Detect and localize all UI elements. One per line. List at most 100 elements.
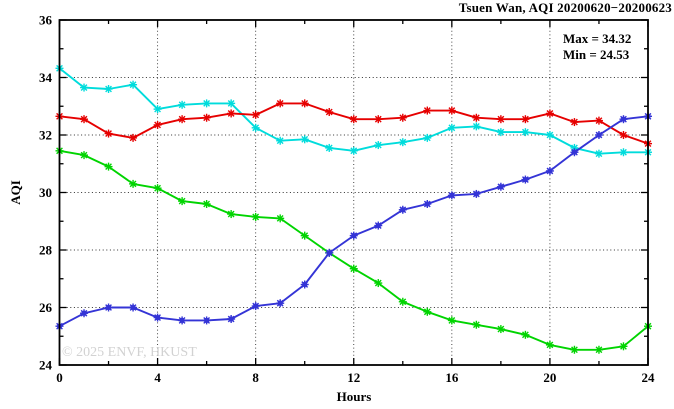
- data-point-marker: [398, 113, 407, 122]
- data-point-marker: [496, 182, 505, 191]
- data-point-marker: [472, 189, 481, 198]
- data-point-marker: [619, 148, 628, 157]
- x-tick-label: 20: [543, 370, 556, 385]
- data-point-marker: [251, 123, 260, 132]
- data-point-marker: [202, 99, 211, 108]
- data-point-marker: [153, 120, 162, 129]
- data-point-marker: [276, 299, 285, 308]
- data-point-marker: [227, 99, 236, 108]
- data-point-marker: [202, 113, 211, 122]
- data-point-marker: [129, 179, 138, 188]
- data-point-marker: [153, 313, 162, 322]
- data-point-marker: [496, 325, 505, 334]
- data-point-marker: [545, 131, 554, 139]
- data-point-marker: [521, 330, 530, 339]
- data-point-marker: [594, 131, 603, 139]
- min-annotation: Min = 24.53: [563, 47, 630, 62]
- data-point-marker: [423, 307, 432, 316]
- data-point-marker: [104, 303, 113, 312]
- data-point-marker: [276, 136, 285, 145]
- data-point-marker: [545, 166, 554, 175]
- y-tick-label: 28: [39, 243, 53, 258]
- data-point-marker: [570, 345, 579, 354]
- data-point-marker: [325, 108, 334, 116]
- data-point-marker: [447, 191, 456, 200]
- data-point-marker: [276, 214, 285, 223]
- data-point-marker: [129, 80, 138, 89]
- data-point-marker: [594, 345, 603, 354]
- x-tick-label: 24: [642, 370, 656, 385]
- data-point-marker: [545, 340, 554, 349]
- data-point-marker: [251, 302, 260, 311]
- data-point-marker: [594, 149, 603, 158]
- x-axis-title: Hours: [337, 389, 372, 404]
- data-point-marker: [447, 106, 456, 115]
- data-point-marker: [227, 210, 236, 219]
- data-point-marker: [227, 109, 236, 118]
- data-point-marker: [227, 315, 236, 323]
- max-annotation: Max = 34.32: [563, 31, 631, 46]
- data-point-marker: [104, 162, 113, 171]
- data-point-marker: [619, 131, 628, 139]
- data-point-marker: [374, 141, 383, 150]
- data-point-marker: [423, 133, 432, 142]
- x-tick-label: 0: [56, 370, 63, 385]
- data-point-marker: [472, 122, 481, 131]
- data-point-marker: [153, 184, 162, 193]
- data-point-marker: [423, 200, 432, 208]
- data-point-marker: [300, 280, 309, 289]
- x-tick-label: 16: [445, 370, 459, 385]
- y-tick-label: 26: [39, 300, 53, 315]
- data-point-marker: [447, 316, 456, 325]
- data-point-marker: [521, 115, 530, 124]
- data-point-marker: [570, 118, 579, 127]
- data-point-marker: [521, 175, 530, 184]
- chart-title: Tsuen Wan, AQI 20200620−20200623: [459, 0, 672, 15]
- watermark: © 2025 ENVF, HKUST: [62, 345, 197, 360]
- y-tick-label: 36: [39, 13, 53, 28]
- data-point-marker: [325, 143, 334, 152]
- data-point-marker: [374, 221, 383, 230]
- data-point-marker: [447, 123, 456, 132]
- data-point-marker: [398, 297, 407, 306]
- data-point-marker: [178, 316, 187, 325]
- data-point-marker: [251, 212, 260, 221]
- data-point-marker: [374, 279, 383, 288]
- y-axis-title: AQI: [8, 180, 23, 205]
- data-point-marker: [325, 248, 334, 257]
- data-point-marker: [472, 113, 481, 122]
- data-point-marker: [423, 106, 432, 115]
- data-point-marker: [545, 109, 554, 118]
- data-point-marker: [496, 128, 505, 137]
- x-tick-label: 12: [347, 370, 360, 385]
- series-3-green: [59, 149, 649, 351]
- data-point-marker: [276, 99, 285, 108]
- data-point-marker: [594, 116, 603, 125]
- data-point-marker: [300, 231, 309, 240]
- data-point-marker: [349, 264, 358, 273]
- y-tick-label: 34: [39, 70, 53, 85]
- data-point-marker: [202, 200, 211, 208]
- data-point-marker: [619, 342, 628, 351]
- data-point-marker: [153, 105, 162, 114]
- data-point-marker: [374, 115, 383, 124]
- data-point-marker: [619, 115, 628, 124]
- data-point-marker: [178, 115, 187, 124]
- data-point-marker: [472, 320, 481, 329]
- data-point-marker: [349, 115, 358, 124]
- data-point-marker: [178, 100, 187, 109]
- data-point-marker: [398, 205, 407, 214]
- x-tick-label: 4: [154, 370, 161, 385]
- data-point-marker: [251, 110, 260, 119]
- data-point-marker: [129, 133, 138, 142]
- series-2-red: [59, 102, 649, 145]
- data-point-marker: [570, 148, 579, 157]
- y-tick-label: 24: [39, 358, 53, 373]
- data-point-marker: [178, 197, 187, 206]
- data-point-marker: [521, 128, 530, 137]
- data-point-marker: [104, 85, 113, 93]
- data-point-marker: [80, 83, 89, 92]
- data-point-marker: [129, 303, 138, 312]
